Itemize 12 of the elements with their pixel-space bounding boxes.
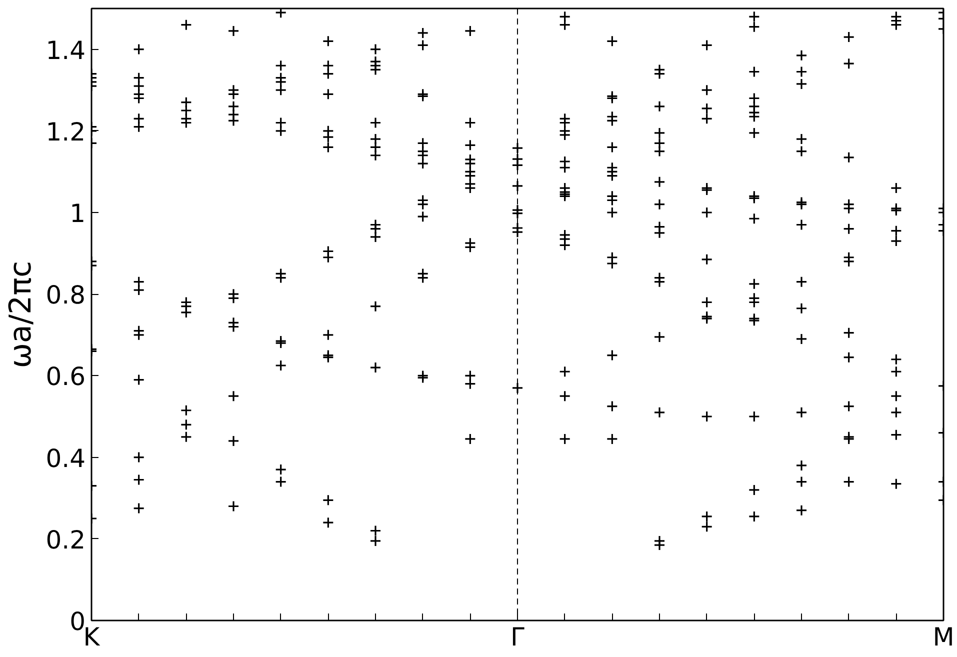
y-tick-label: 0.8 xyxy=(46,280,86,310)
y-tick-label: 0.6 xyxy=(46,362,86,392)
y-tick-label: 0.2 xyxy=(46,525,86,554)
x-tick-label: K xyxy=(83,622,100,652)
y-axis-title: ωa/2πc xyxy=(4,260,39,368)
y-tick-label: 1 xyxy=(70,199,86,228)
y-tick-label: 1.4 xyxy=(46,36,86,65)
x-tick-label: Γ xyxy=(510,622,525,652)
y-tick-label: 1.2 xyxy=(46,117,86,146)
x-tick-label: M xyxy=(932,622,954,652)
y-tick-label: 0.4 xyxy=(46,444,86,473)
y-tick-label: 0 xyxy=(70,607,86,636)
